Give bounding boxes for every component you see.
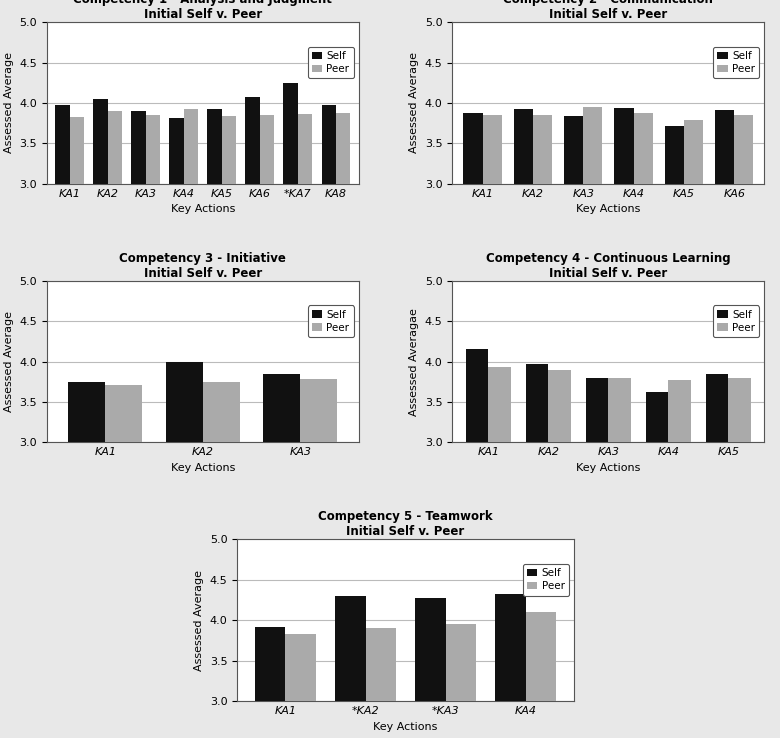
Bar [285,634,316,738]
Bar [445,624,476,738]
Bar [207,108,222,427]
Bar [633,114,653,427]
Bar [483,115,502,427]
Bar [131,111,146,427]
Title: Competency 4 - Continuous Learning
Initial Self v. Peer: Competency 4 - Continuous Learning Initi… [486,252,731,280]
Bar [169,117,184,427]
Bar [526,613,556,738]
Title: Competency 3 - Initiative
Initial Self v. Peer: Competency 3 - Initiative Initial Self v… [119,252,286,280]
Bar [264,373,300,685]
X-axis label: Key Actions: Key Actions [374,722,438,731]
Y-axis label: Assessed Average: Assessed Average [4,311,14,412]
X-axis label: Key Actions: Key Actions [576,463,640,473]
Bar [336,113,350,427]
Legend: Self, Peer: Self, Peer [307,46,353,78]
Bar [533,115,552,427]
Bar [734,115,753,427]
Bar [564,116,583,427]
Bar [222,116,236,427]
Bar [665,125,684,427]
Bar [729,378,751,685]
Legend: Self, Peer: Self, Peer [713,46,759,78]
Bar [321,106,336,427]
Y-axis label: Assessed Average: Assessed Average [194,570,204,671]
Bar [146,115,160,427]
Bar [69,117,84,427]
Bar [203,382,239,685]
Bar [488,368,511,685]
Bar [300,379,338,685]
X-axis label: Key Actions: Key Actions [171,463,235,473]
Bar [668,380,691,685]
Bar [105,385,142,685]
Bar [586,378,608,685]
Legend: Self, Peer: Self, Peer [713,306,759,337]
Bar [583,107,602,427]
Bar [366,628,396,738]
Bar [548,370,571,685]
Bar [526,364,548,685]
Bar [108,111,122,427]
Bar [608,378,631,685]
Bar [255,627,285,738]
Bar [184,108,198,427]
Bar [165,362,203,685]
Bar [283,83,298,427]
Title: Competency 5 - Teamwork
Initial Self v. Peer: Competency 5 - Teamwork Initial Self v. … [318,510,493,538]
Legend: Self, Peer: Self, Peer [307,306,353,337]
Bar [69,382,105,685]
Bar [246,97,260,427]
Bar [615,108,633,427]
Bar [298,114,312,427]
Legend: Self, Peer: Self, Peer [523,564,569,596]
Bar [706,373,729,685]
Title: Competency 1 - Analysis and Judgment
Initial Self v. Peer: Competency 1 - Analysis and Judgment Ini… [73,0,332,21]
Y-axis label: Assessed Average: Assessed Average [410,52,420,154]
Y-axis label: Assessed Average: Assessed Average [4,52,14,154]
Bar [646,393,668,685]
Bar [684,120,703,427]
Bar [514,108,533,427]
Bar [260,115,275,427]
Y-axis label: Assessed Averagae: Assessed Averagae [410,308,420,415]
Bar [466,350,488,685]
X-axis label: Key Actions: Key Actions [576,204,640,214]
X-axis label: Key Actions: Key Actions [171,204,235,214]
Bar [463,113,483,427]
Title: Competency 2 - Communication
Initial Self v. Peer: Competency 2 - Communication Initial Sel… [503,0,714,21]
Bar [495,594,526,738]
Bar [415,599,445,738]
Bar [94,99,108,427]
Bar [715,110,734,427]
Bar [55,106,69,427]
Bar [335,596,366,738]
